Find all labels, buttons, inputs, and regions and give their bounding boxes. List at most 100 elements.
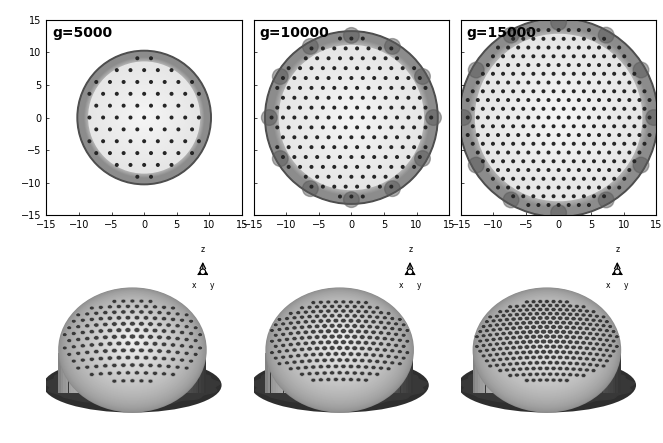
Ellipse shape [505,309,589,381]
Ellipse shape [473,288,621,412]
Ellipse shape [344,346,350,350]
Ellipse shape [518,308,522,312]
Circle shape [136,128,139,131]
Ellipse shape [116,341,122,346]
Circle shape [487,99,489,101]
Polygon shape [330,348,333,393]
Polygon shape [611,351,613,393]
Circle shape [379,166,381,168]
Circle shape [517,169,520,171]
Ellipse shape [495,332,499,336]
Circle shape [272,38,431,197]
Circle shape [177,128,180,131]
Ellipse shape [98,357,103,361]
Circle shape [418,156,421,158]
Ellipse shape [571,356,576,360]
Ellipse shape [129,348,135,353]
Circle shape [177,81,180,83]
Circle shape [316,156,318,158]
Circle shape [522,73,524,75]
Ellipse shape [86,306,179,385]
Circle shape [114,87,174,148]
Ellipse shape [475,335,479,338]
Circle shape [537,134,540,136]
Circle shape [350,57,353,59]
Circle shape [497,55,621,180]
Polygon shape [478,351,480,393]
Ellipse shape [337,323,343,328]
Ellipse shape [473,288,621,412]
Circle shape [608,186,611,189]
Circle shape [572,38,575,40]
Ellipse shape [95,312,169,376]
Ellipse shape [390,337,395,342]
Circle shape [129,69,132,71]
Ellipse shape [531,316,536,320]
Ellipse shape [521,304,526,308]
Ellipse shape [601,315,606,319]
Circle shape [542,38,545,40]
Circle shape [628,81,631,84]
Ellipse shape [310,319,316,323]
Circle shape [618,116,621,119]
Polygon shape [188,350,191,393]
Ellipse shape [505,357,509,361]
Circle shape [311,77,392,158]
Ellipse shape [282,298,398,396]
Circle shape [527,204,530,206]
Circle shape [322,47,324,50]
Ellipse shape [608,354,613,358]
Ellipse shape [544,355,550,359]
Circle shape [517,134,520,136]
Circle shape [512,55,514,58]
Ellipse shape [293,306,386,385]
Ellipse shape [157,311,162,315]
Circle shape [333,100,369,136]
Ellipse shape [103,322,108,326]
Circle shape [333,47,335,50]
Polygon shape [538,348,540,393]
Circle shape [598,169,600,171]
Circle shape [542,125,545,128]
Ellipse shape [307,359,312,363]
Ellipse shape [341,300,346,304]
Circle shape [593,55,595,58]
Text: z: z [201,245,205,254]
Ellipse shape [534,328,560,352]
Circle shape [542,55,545,58]
Text: x: x [192,281,196,290]
Ellipse shape [288,303,391,390]
Ellipse shape [514,315,579,372]
Ellipse shape [512,313,581,374]
Circle shape [633,160,636,163]
Ellipse shape [540,332,554,345]
Circle shape [379,86,381,89]
Circle shape [333,67,335,70]
Ellipse shape [148,363,153,368]
Ellipse shape [363,319,369,323]
Circle shape [517,186,520,189]
Ellipse shape [93,350,99,354]
Polygon shape [307,348,310,393]
Ellipse shape [304,312,375,375]
Circle shape [533,92,584,143]
Ellipse shape [348,352,354,356]
Ellipse shape [524,355,530,360]
Circle shape [328,57,330,59]
Circle shape [552,125,555,128]
Ellipse shape [538,366,543,370]
Circle shape [401,106,404,109]
Circle shape [349,116,353,120]
Ellipse shape [127,333,138,344]
Polygon shape [131,348,133,393]
Ellipse shape [514,304,519,308]
Ellipse shape [143,371,149,375]
Circle shape [577,64,580,66]
Ellipse shape [116,316,121,320]
Circle shape [344,86,347,89]
Polygon shape [320,348,322,393]
Ellipse shape [534,327,560,353]
Ellipse shape [517,316,577,369]
Circle shape [532,90,534,93]
Ellipse shape [608,334,613,338]
